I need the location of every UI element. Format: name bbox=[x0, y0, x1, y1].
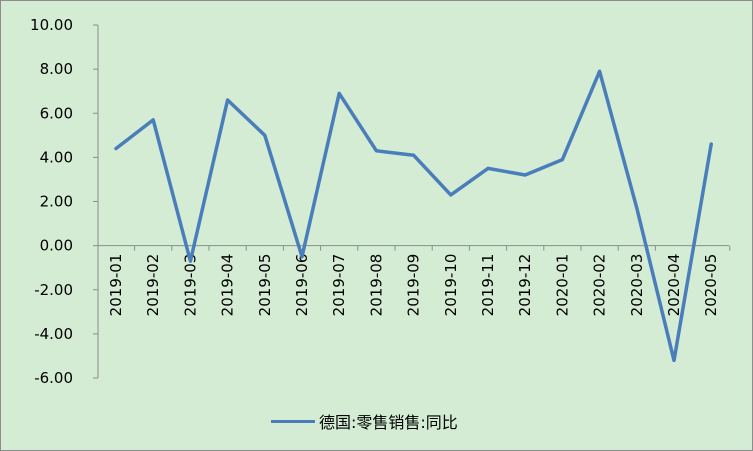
data-point bbox=[226, 98, 230, 102]
y-tick-label: -6.00 bbox=[34, 369, 73, 387]
x-tick-label: 2019-06 bbox=[293, 254, 311, 317]
data-point bbox=[635, 206, 639, 210]
x-tick-label: 2019-03 bbox=[181, 254, 199, 317]
data-point bbox=[374, 149, 378, 153]
y-axis: 10.00 8.00 6.00 4.00 2.00 0.00 -2.00 -4.00 -6.00 bbox=[30, 16, 99, 387]
data-point bbox=[709, 142, 713, 146]
x-tick-label: 2020-03 bbox=[628, 254, 646, 317]
data-point bbox=[188, 259, 192, 263]
y-tick-label: 0.00 bbox=[40, 237, 73, 255]
data-point bbox=[263, 133, 267, 137]
data-point bbox=[412, 153, 416, 157]
x-tick-label: 2020-02 bbox=[591, 254, 609, 317]
x-tick-label: 2020-05 bbox=[702, 254, 720, 317]
data-point bbox=[449, 193, 453, 197]
data-point bbox=[486, 166, 490, 170]
x-tick-label: 2020-01 bbox=[553, 254, 571, 317]
legend: 德国:零售销售:同比 bbox=[271, 409, 458, 433]
x-tick-label: 2019-01 bbox=[107, 254, 125, 317]
data-point bbox=[337, 91, 341, 95]
data-point bbox=[151, 118, 155, 122]
x-axis: 2019-01 2019-02 2019-03 2019-04 2019-05 2019-… bbox=[98, 245, 731, 317]
x-tick-label: 2019-07 bbox=[330, 254, 348, 317]
data-point bbox=[523, 173, 527, 177]
y-tick-label: 4.00 bbox=[40, 148, 73, 166]
x-tick-label: 2019-02 bbox=[144, 254, 162, 317]
x-tick-label: 2019-09 bbox=[405, 254, 423, 317]
y-tick-label: -4.00 bbox=[34, 325, 73, 343]
data-point bbox=[598, 69, 602, 73]
series-group bbox=[114, 69, 713, 363]
data-point bbox=[114, 147, 118, 151]
y-tick-label: 10.00 bbox=[30, 16, 73, 34]
x-tick-label: 2019-08 bbox=[367, 254, 385, 317]
y-tick-label: 2.00 bbox=[40, 193, 73, 211]
y-tick-label: 8.00 bbox=[40, 60, 73, 78]
legend-label: 德国:零售销售:同比 bbox=[319, 413, 458, 432]
data-point bbox=[672, 358, 676, 362]
data-point bbox=[300, 255, 304, 259]
y-tick-label: 6.00 bbox=[40, 104, 73, 122]
x-tick-label: 2019-04 bbox=[219, 254, 237, 317]
x-tick-label: 2019-05 bbox=[256, 254, 274, 317]
x-tick-label: 2019-10 bbox=[442, 254, 460, 317]
x-tick-label: 2019-12 bbox=[516, 254, 534, 317]
legend-swatch bbox=[271, 419, 315, 423]
y-tick-label: -2.00 bbox=[34, 281, 73, 299]
x-tick-label: 2019-11 bbox=[479, 254, 497, 317]
data-point bbox=[560, 158, 564, 162]
x-tick-label: 2020-04 bbox=[665, 254, 683, 317]
